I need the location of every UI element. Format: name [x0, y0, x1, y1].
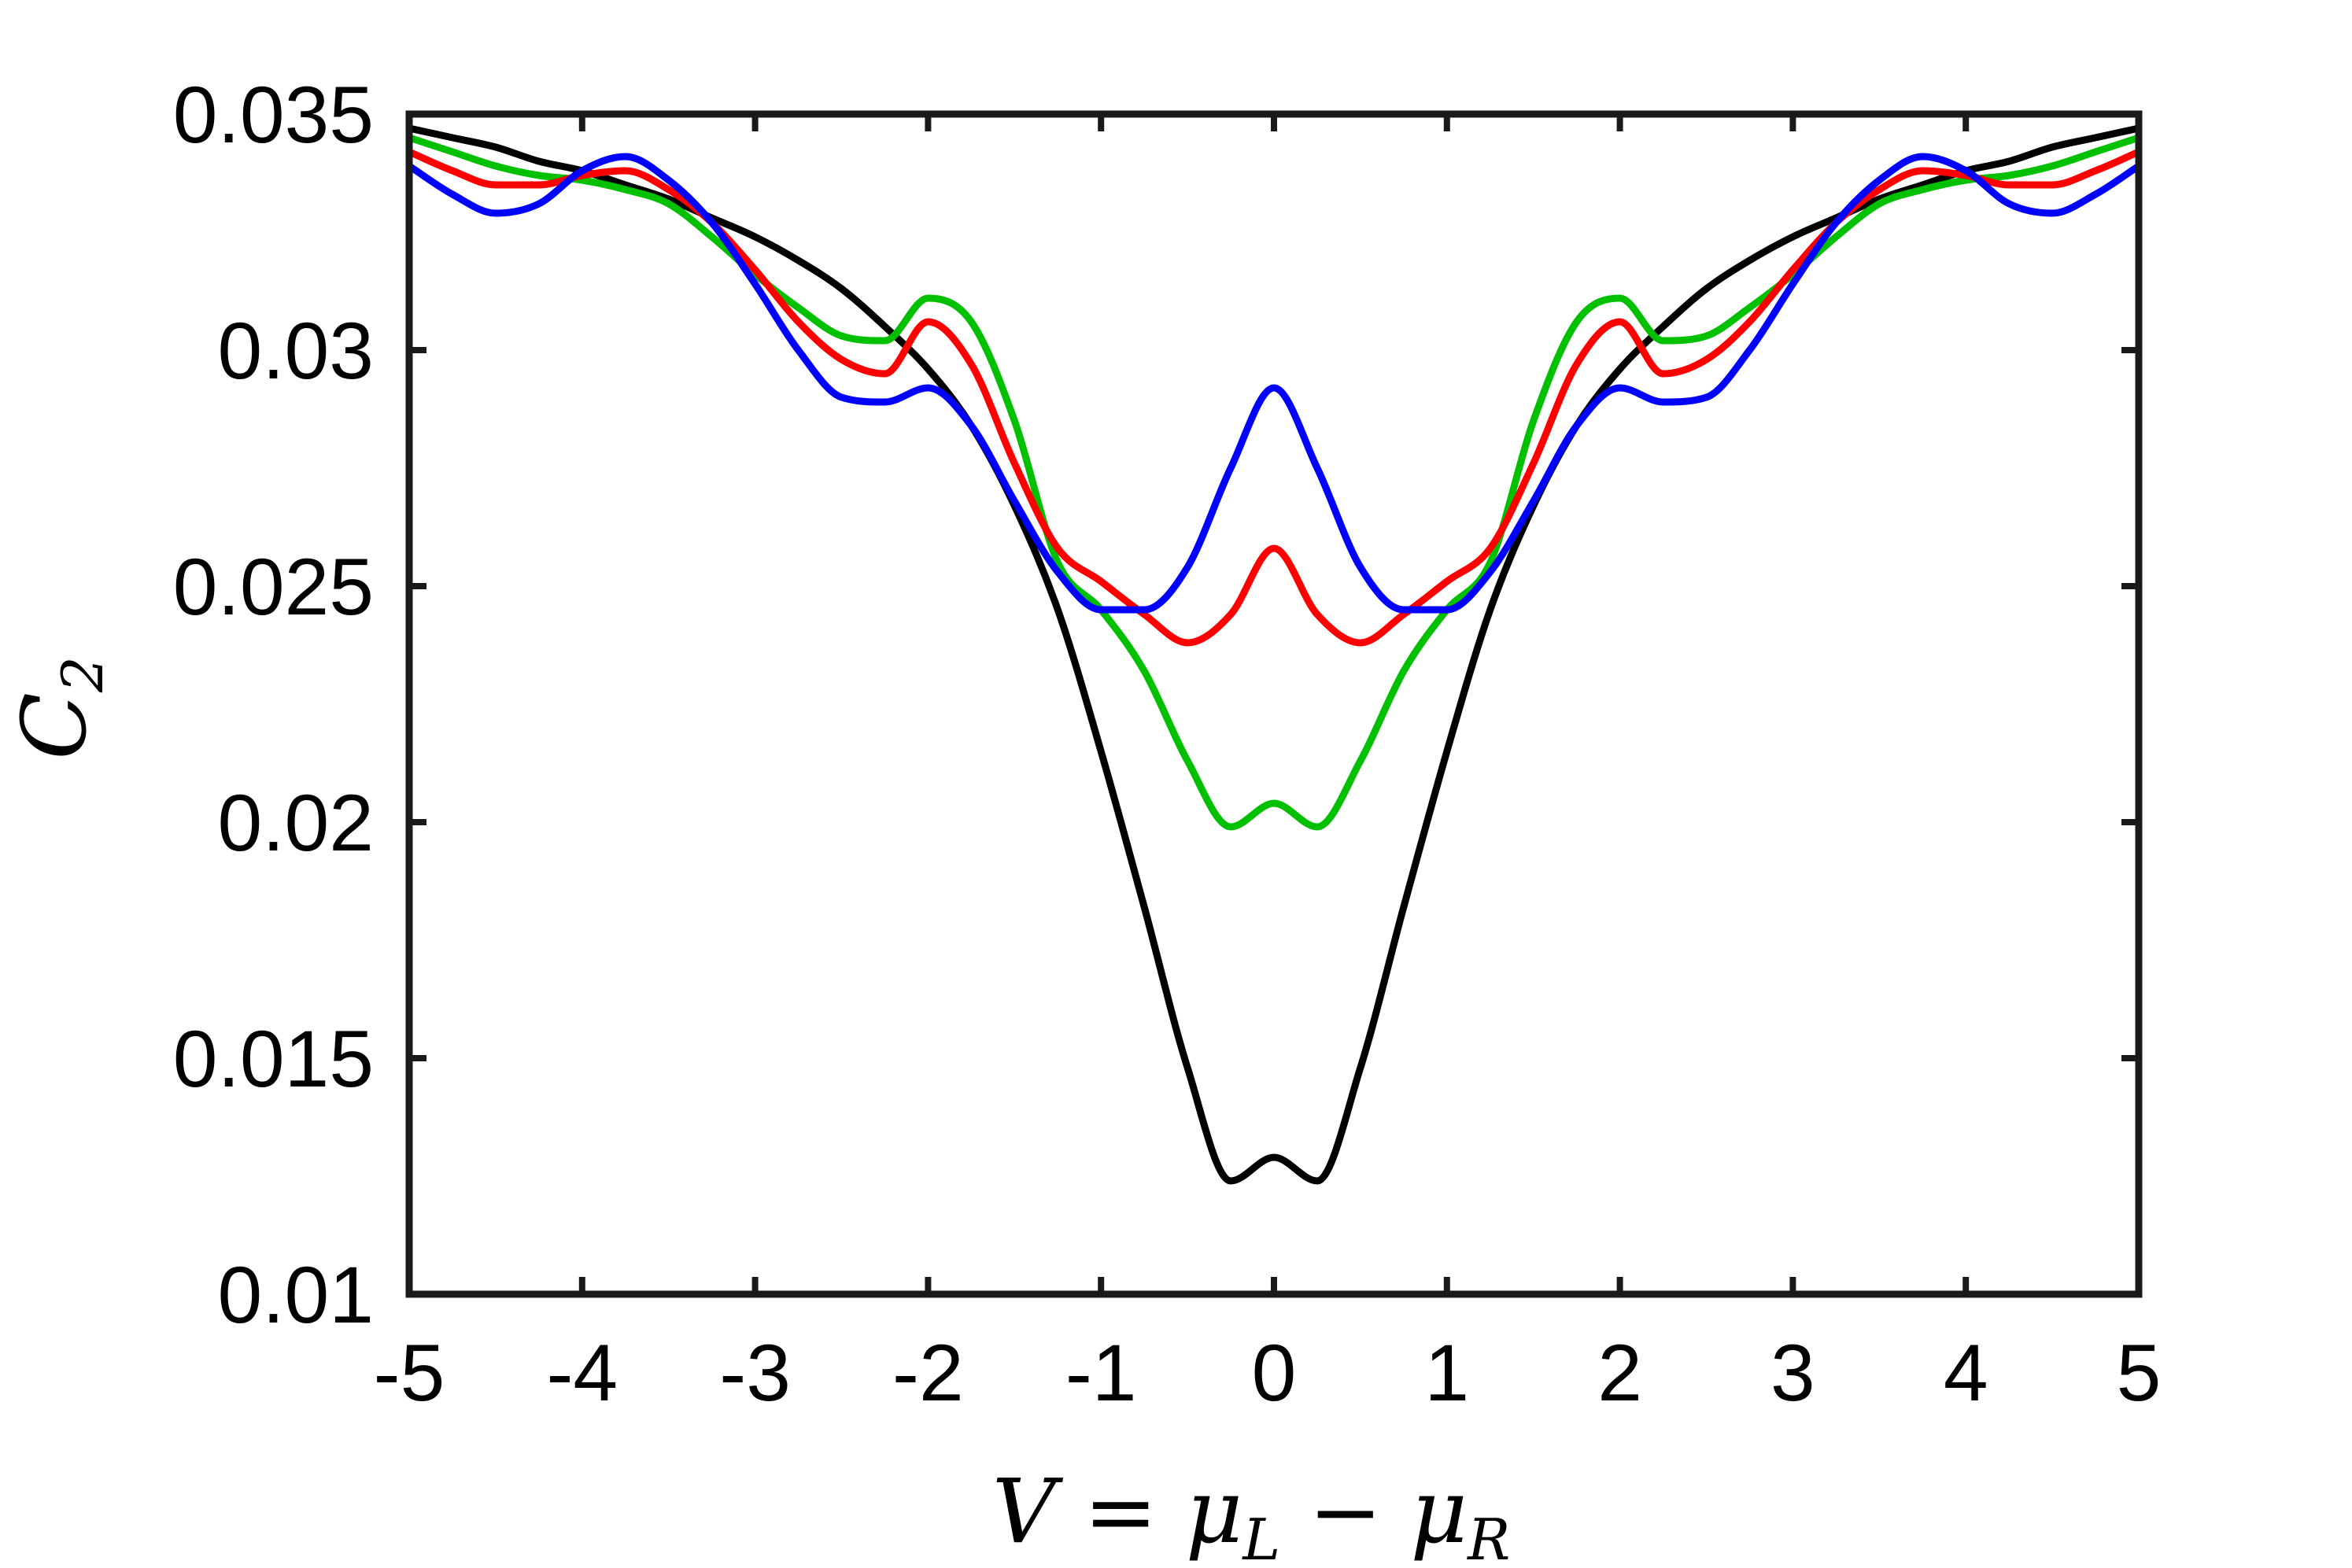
y-tick-label: 0.03: [217, 306, 374, 396]
x-axis-label: V = μL − μR: [992, 1461, 1511, 1568]
y-tick-label: 0.025: [173, 542, 374, 632]
x-tick-label: 0: [1252, 1328, 1297, 1418]
ticks-layer: [406, 111, 2142, 1297]
x-tick-label: -4: [546, 1328, 618, 1418]
x-axis-label-mid: − μ: [1280, 1461, 1468, 1563]
y-tick-label: 0.035: [173, 70, 374, 160]
y-axis-label: C2: [4, 656, 116, 760]
x-tick-label: 1: [1424, 1328, 1469, 1418]
series-line-2: [405, 148, 2143, 647]
series-line-3: [405, 153, 2143, 614]
y-tick-label: 0.01: [217, 1250, 374, 1340]
x-tick-label: -3: [719, 1328, 791, 1418]
y-tick-label: 0.015: [173, 1014, 374, 1104]
axes-box: [405, 110, 2143, 1298]
series-line-1: [405, 134, 2143, 831]
y-tick-labels: 0.01 0.015 0.02 0.025 0.03 0.035: [173, 70, 374, 1340]
y-axis-label-main: C: [4, 692, 106, 760]
x-tick-label: -2: [892, 1328, 964, 1418]
x-tick-label: 2: [1597, 1328, 1642, 1418]
y-axis-label-sub: 2: [50, 656, 116, 693]
x-axis-label-sub-l: L: [1241, 1507, 1280, 1568]
x-tick-label: 3: [1770, 1328, 1815, 1418]
x-tick-label: 5: [2117, 1328, 2162, 1418]
x-tick-label: 4: [1944, 1328, 1988, 1418]
series-layer: [405, 124, 2143, 1185]
x-tick-labels: -5 -4 -3 -2 -1 0 1 2 3 4 5: [374, 1328, 2162, 1418]
plot-area: [405, 110, 2143, 1298]
x-axis-label-main: V = μ: [992, 1461, 1243, 1563]
y-tick-label: 0.02: [217, 778, 374, 868]
x-tick-label: -1: [1065, 1328, 1137, 1418]
x-tick-label: -5: [374, 1328, 445, 1418]
series-line-0: [405, 124, 2143, 1185]
x-axis-label-sub-r: R: [1466, 1507, 1510, 1568]
